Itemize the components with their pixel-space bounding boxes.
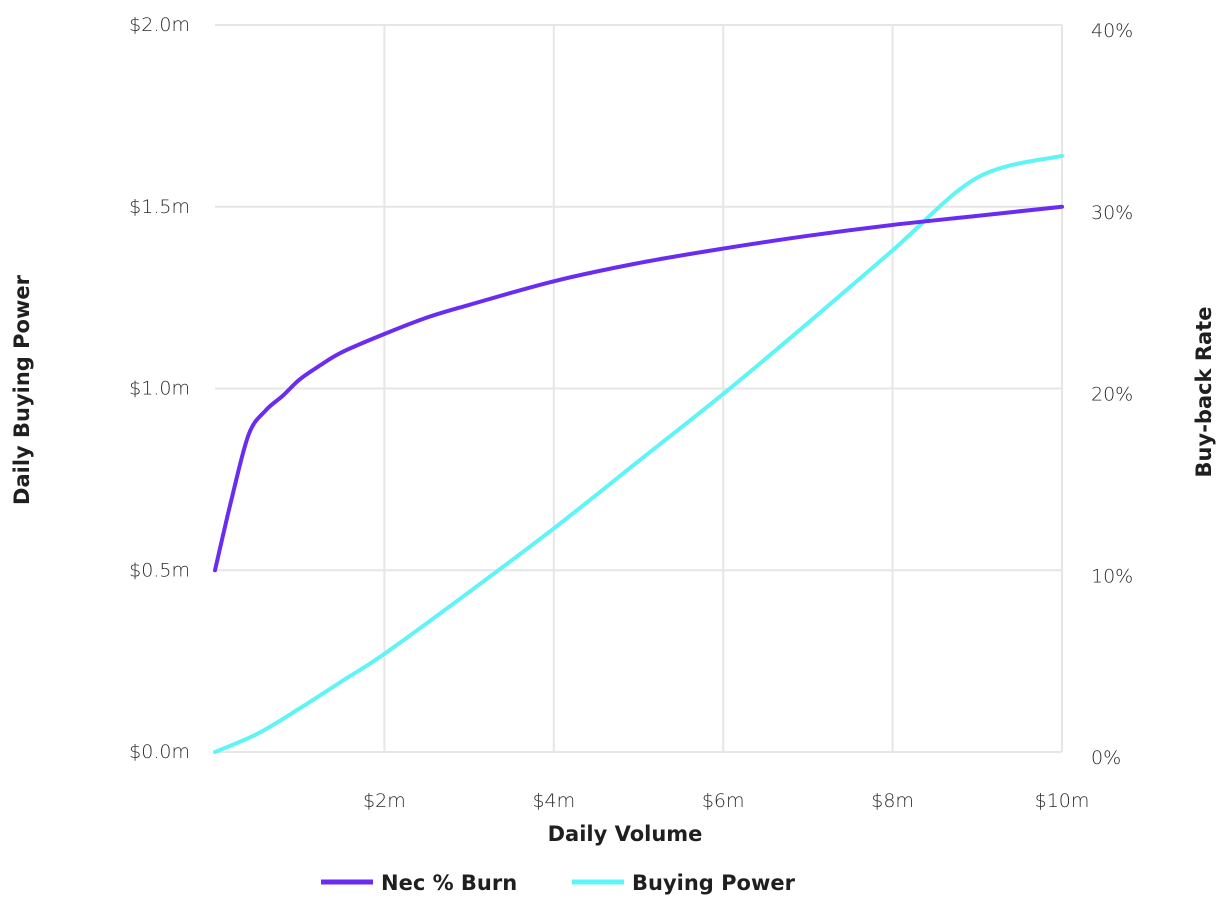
y-left-tick-label: $1.0m (129, 378, 190, 400)
x-tick-label: $4m (532, 790, 575, 812)
tick-layer: $0.0m $0.5m $1.0m $1.5m $2.0m 0% 10% 20% 30% 40% $… (129, 14, 1133, 812)
series-layer (213, 153, 1064, 754)
y-left-tick-label: $0.0m (129, 741, 190, 763)
legend: Nec % Burn Buying Power (321, 871, 796, 895)
y-right-tick-label: 0% (1091, 747, 1121, 769)
x-axis-title: Daily Volume (548, 822, 703, 846)
y-right-tick-label: 30% (1091, 202, 1133, 224)
grid-layer (215, 24, 1063, 753)
x-tick-label: $6m (702, 790, 745, 812)
legend-label-nec-burn: Nec % Burn (381, 871, 517, 895)
y-left-tick-label: $2.0m (129, 14, 190, 36)
series-line-buying-power (213, 153, 1064, 754)
y-right-tick-label: 40% (1091, 20, 1133, 42)
y-left-tick-label: $0.5m (129, 559, 190, 581)
series-line-nec-burn (213, 204, 1064, 573)
y-axis-right-title: Buy-back Rate (1192, 307, 1216, 478)
x-tick-label: $2m (363, 790, 406, 812)
x-tick-label: $8m (871, 790, 914, 812)
y-axis-left-title: Daily Buying Power (10, 274, 34, 505)
y-right-tick-label: 20% (1091, 384, 1133, 406)
y-right-tick-label: 10% (1091, 565, 1133, 587)
y-left-tick-label: $1.5m (129, 196, 190, 218)
x-tick-label: $10m (1035, 790, 1090, 812)
legend-label-buying-power: Buying Power (632, 871, 796, 895)
